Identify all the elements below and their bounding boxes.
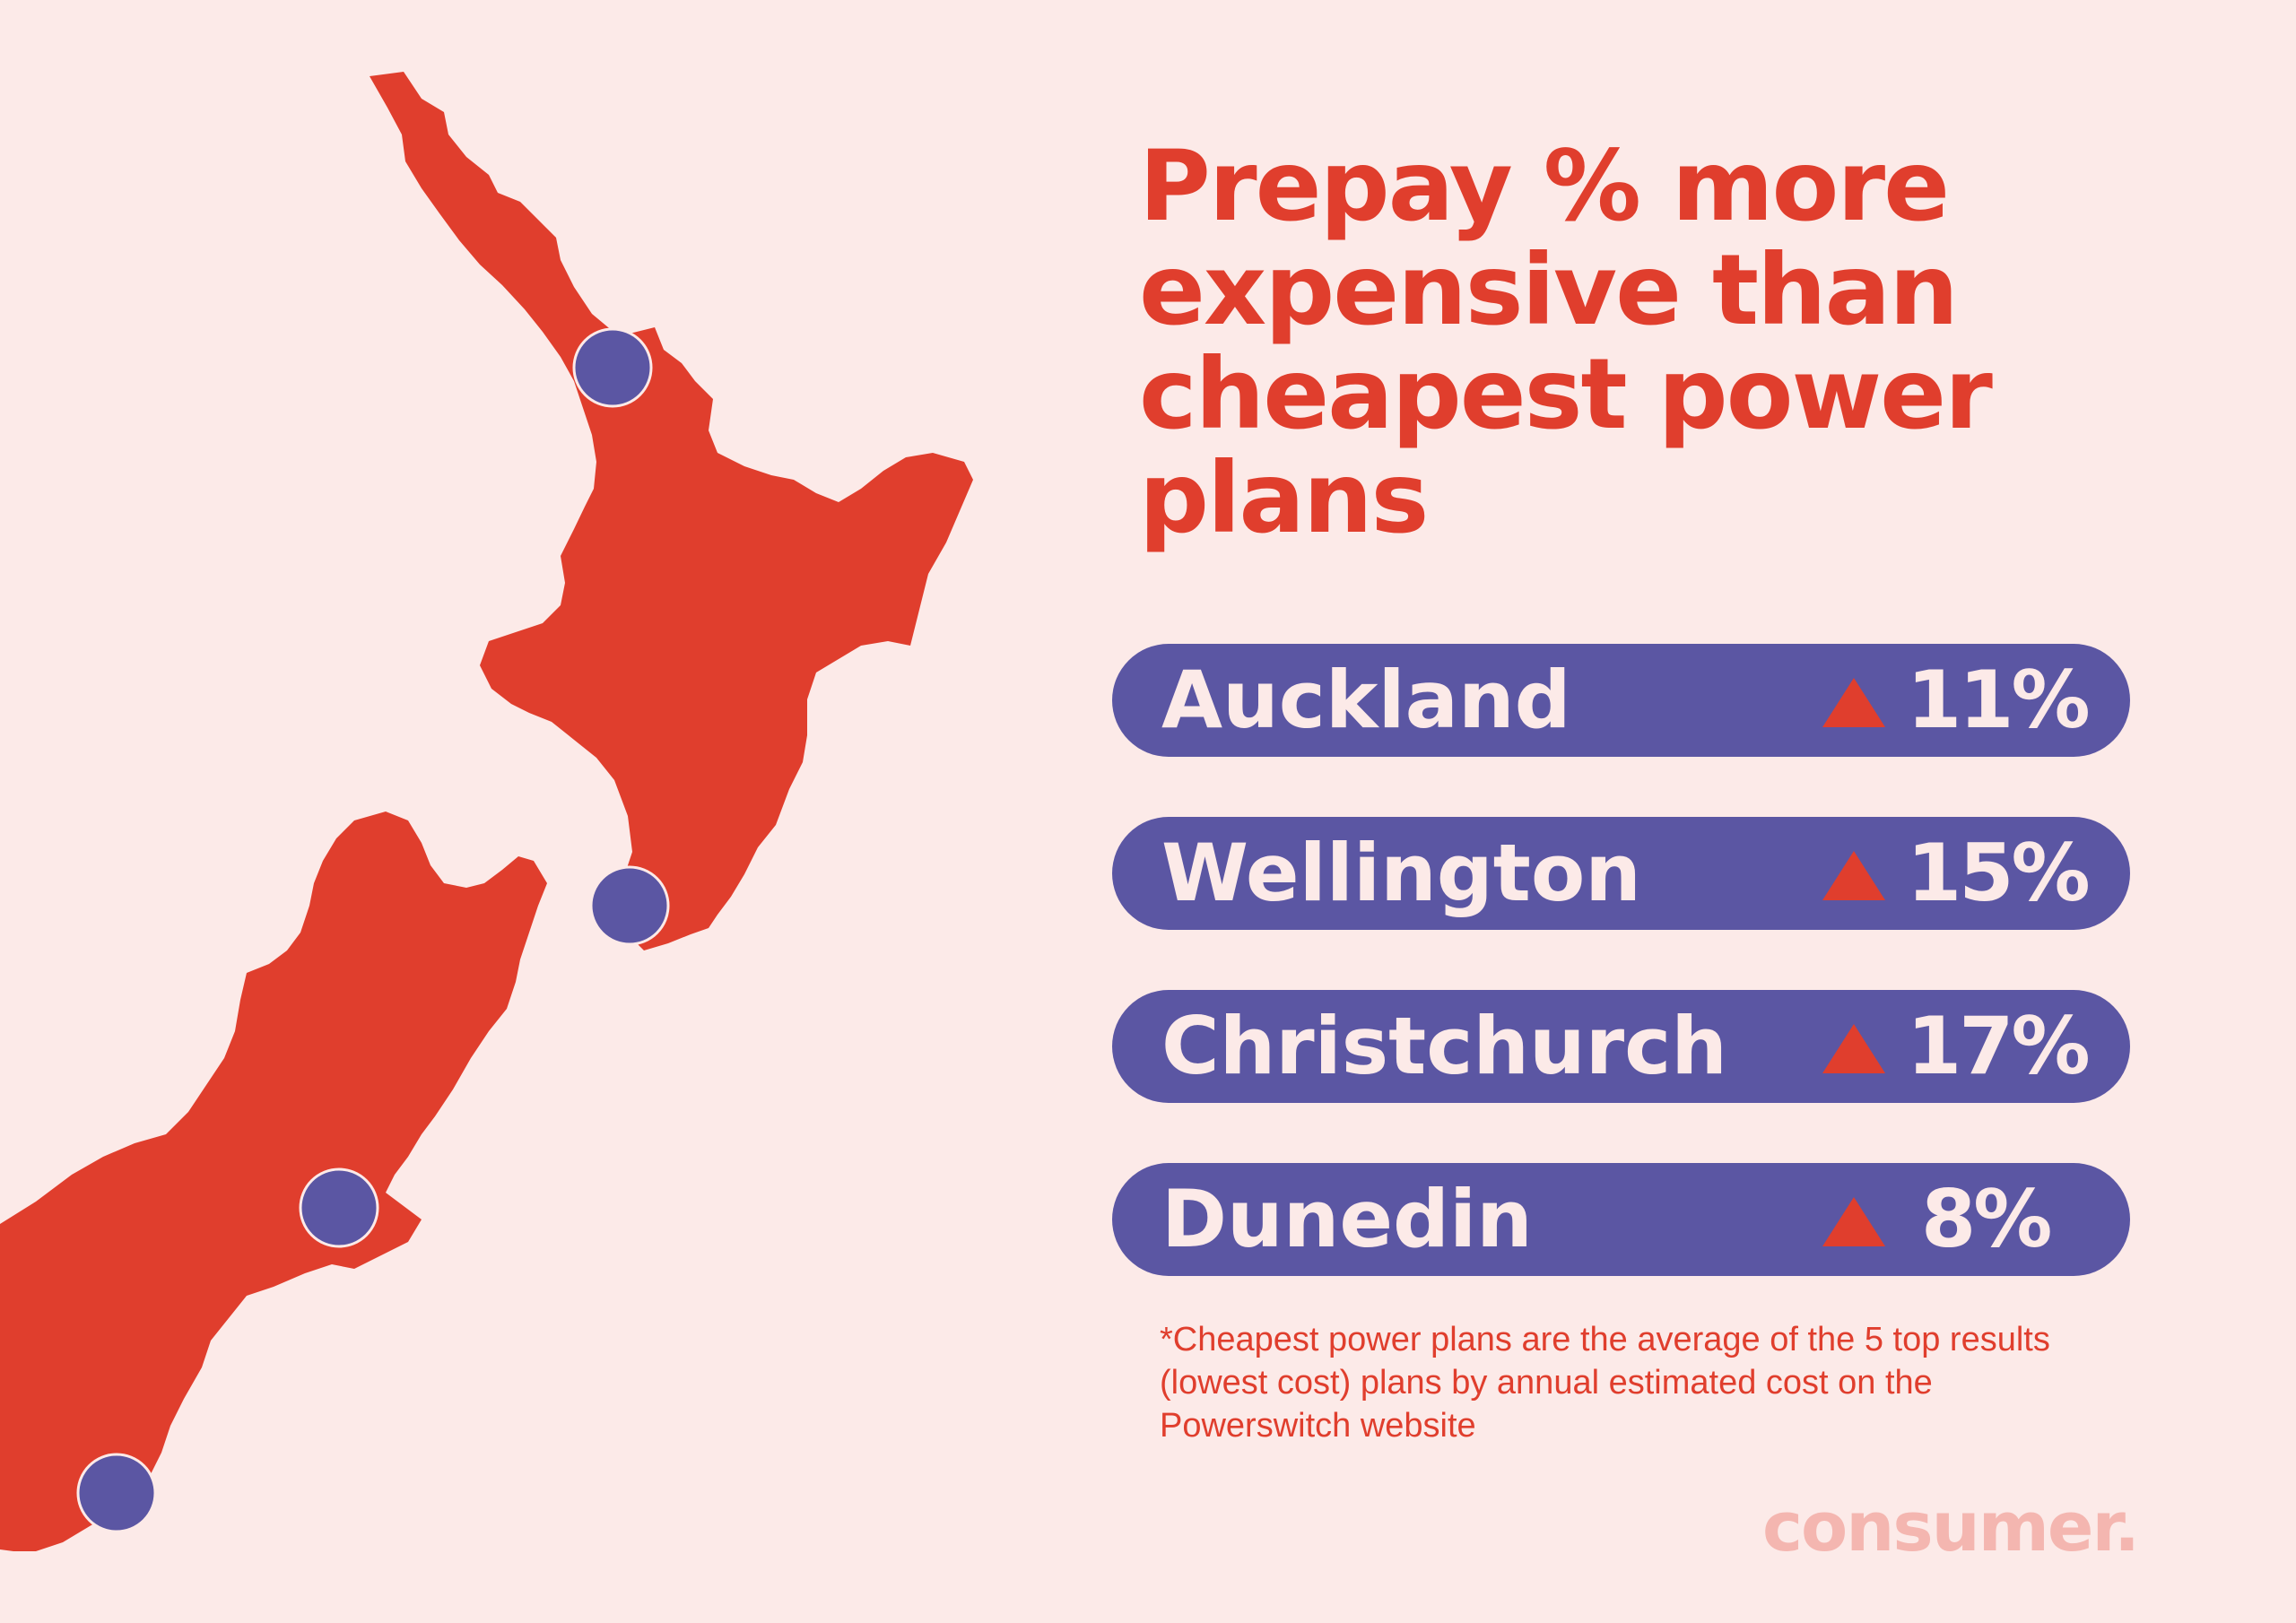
percent-value: 17% xyxy=(1907,1000,2091,1092)
percent-value: 8% xyxy=(1921,1173,2052,1265)
south-island-shape xyxy=(0,812,547,1551)
headline: Prepay % more expensive than cheapest po… xyxy=(1139,129,1993,555)
wellington-marker xyxy=(589,865,670,946)
up-triangle-icon xyxy=(1822,851,1885,900)
city-row-auckland: Auckland 11% xyxy=(1112,644,2130,757)
dunedin-marker xyxy=(76,1453,157,1533)
city-name: Auckland xyxy=(1161,654,1571,746)
up-triangle-icon xyxy=(1822,678,1885,727)
footnote: *Cheapest power plans are the average of… xyxy=(1160,1321,2050,1445)
up-triangle-icon xyxy=(1822,1024,1885,1073)
up-triangle-icon xyxy=(1822,1197,1885,1246)
auckland-marker xyxy=(572,327,653,408)
percent-value: 11% xyxy=(1907,654,2091,746)
city-name: Christchurch xyxy=(1161,1000,1727,1092)
city-row-wellington: Wellington 15% xyxy=(1112,817,2130,930)
city-row-christchurch: Christchurch 17% xyxy=(1112,990,2130,1103)
new-zealand-map xyxy=(0,72,973,1551)
city-name: Wellington xyxy=(1161,827,1641,919)
city-list: Auckland 11% Wellington 15% Christchurch… xyxy=(1112,644,2130,1336)
consumer-logo: consumer. xyxy=(1762,1487,2140,1567)
city-row-dunedin: Dunedin 8% xyxy=(1112,1163,2130,1276)
christchurch-marker xyxy=(299,1167,379,1248)
percent-value: 15% xyxy=(1907,827,2091,919)
city-name: Dunedin xyxy=(1161,1173,1533,1265)
north-island-shape xyxy=(370,72,973,950)
